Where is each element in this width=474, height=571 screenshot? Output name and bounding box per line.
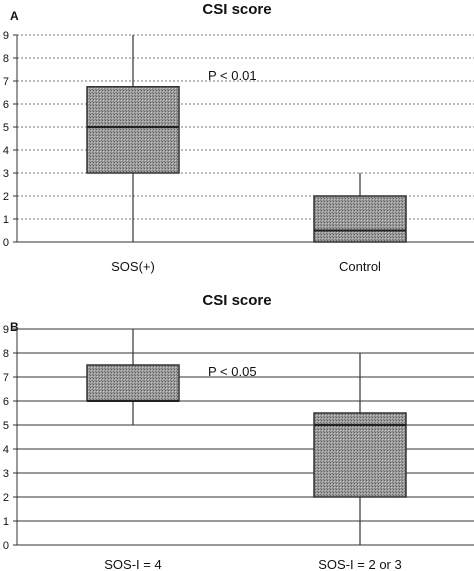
x-category-label-sos-i-2-or-3: SOS-I = 2 or 3: [318, 557, 401, 571]
panel-label: A: [10, 9, 19, 23]
y-tick-label-1: 1: [3, 516, 9, 528]
y-tick-label-2: 2: [3, 191, 9, 203]
box-control: [313, 195, 407, 243]
y-tick-label-9: 9: [3, 30, 9, 42]
y-tick-label-9: 9: [3, 324, 9, 336]
y-tick-label-6: 6: [3, 99, 9, 111]
box-sos-i-4: [86, 364, 180, 402]
x-category-label-control: Control: [339, 259, 381, 274]
y-tick-label-2: 2: [3, 492, 9, 504]
y-tick-label-0: 0: [3, 237, 9, 249]
y-tick-label-5: 5: [3, 122, 9, 134]
p-value-annotation: P < 0.01: [208, 68, 257, 83]
chart-title: CSI score: [202, 1, 271, 18]
y-tick-label-1: 1: [3, 214, 9, 226]
x-category-label-sos: SOS(+): [111, 259, 155, 274]
panel-a: CSI score A 0 1 2 3 4 5 6 7 8 9 SOS(+) Control P < 0.0…: [3, 1, 474, 274]
panel-b: CSI score B 0 1 2 3 4 5 6 7 8 9 SOS-I = 4 SOS-I = 2 o…: [3, 292, 474, 571]
box-sos: [86, 86, 180, 174]
y-tick-label-4: 4: [3, 145, 9, 157]
y-tick-label-3: 3: [3, 168, 9, 180]
y-tick-label-3: 3: [3, 468, 9, 480]
panel-label: B: [10, 320, 19, 334]
x-category-label-sos-i-4: SOS-I = 4: [104, 557, 161, 571]
y-tick-label-8: 8: [3, 53, 9, 65]
y-tick-label-7: 7: [3, 372, 9, 384]
y-tick-label-6: 6: [3, 396, 9, 408]
y-tick-label-4: 4: [3, 444, 9, 456]
chart-title: CSI score: [202, 292, 271, 309]
box-sos-i-2-or-3: [313, 412, 407, 498]
y-tick-label-8: 8: [3, 348, 9, 360]
y-tick-label-0: 0: [3, 540, 9, 552]
y-tick-label-7: 7: [3, 76, 9, 88]
y-tick-label-5: 5: [3, 420, 9, 432]
p-value-annotation: P < 0.05: [208, 364, 257, 379]
